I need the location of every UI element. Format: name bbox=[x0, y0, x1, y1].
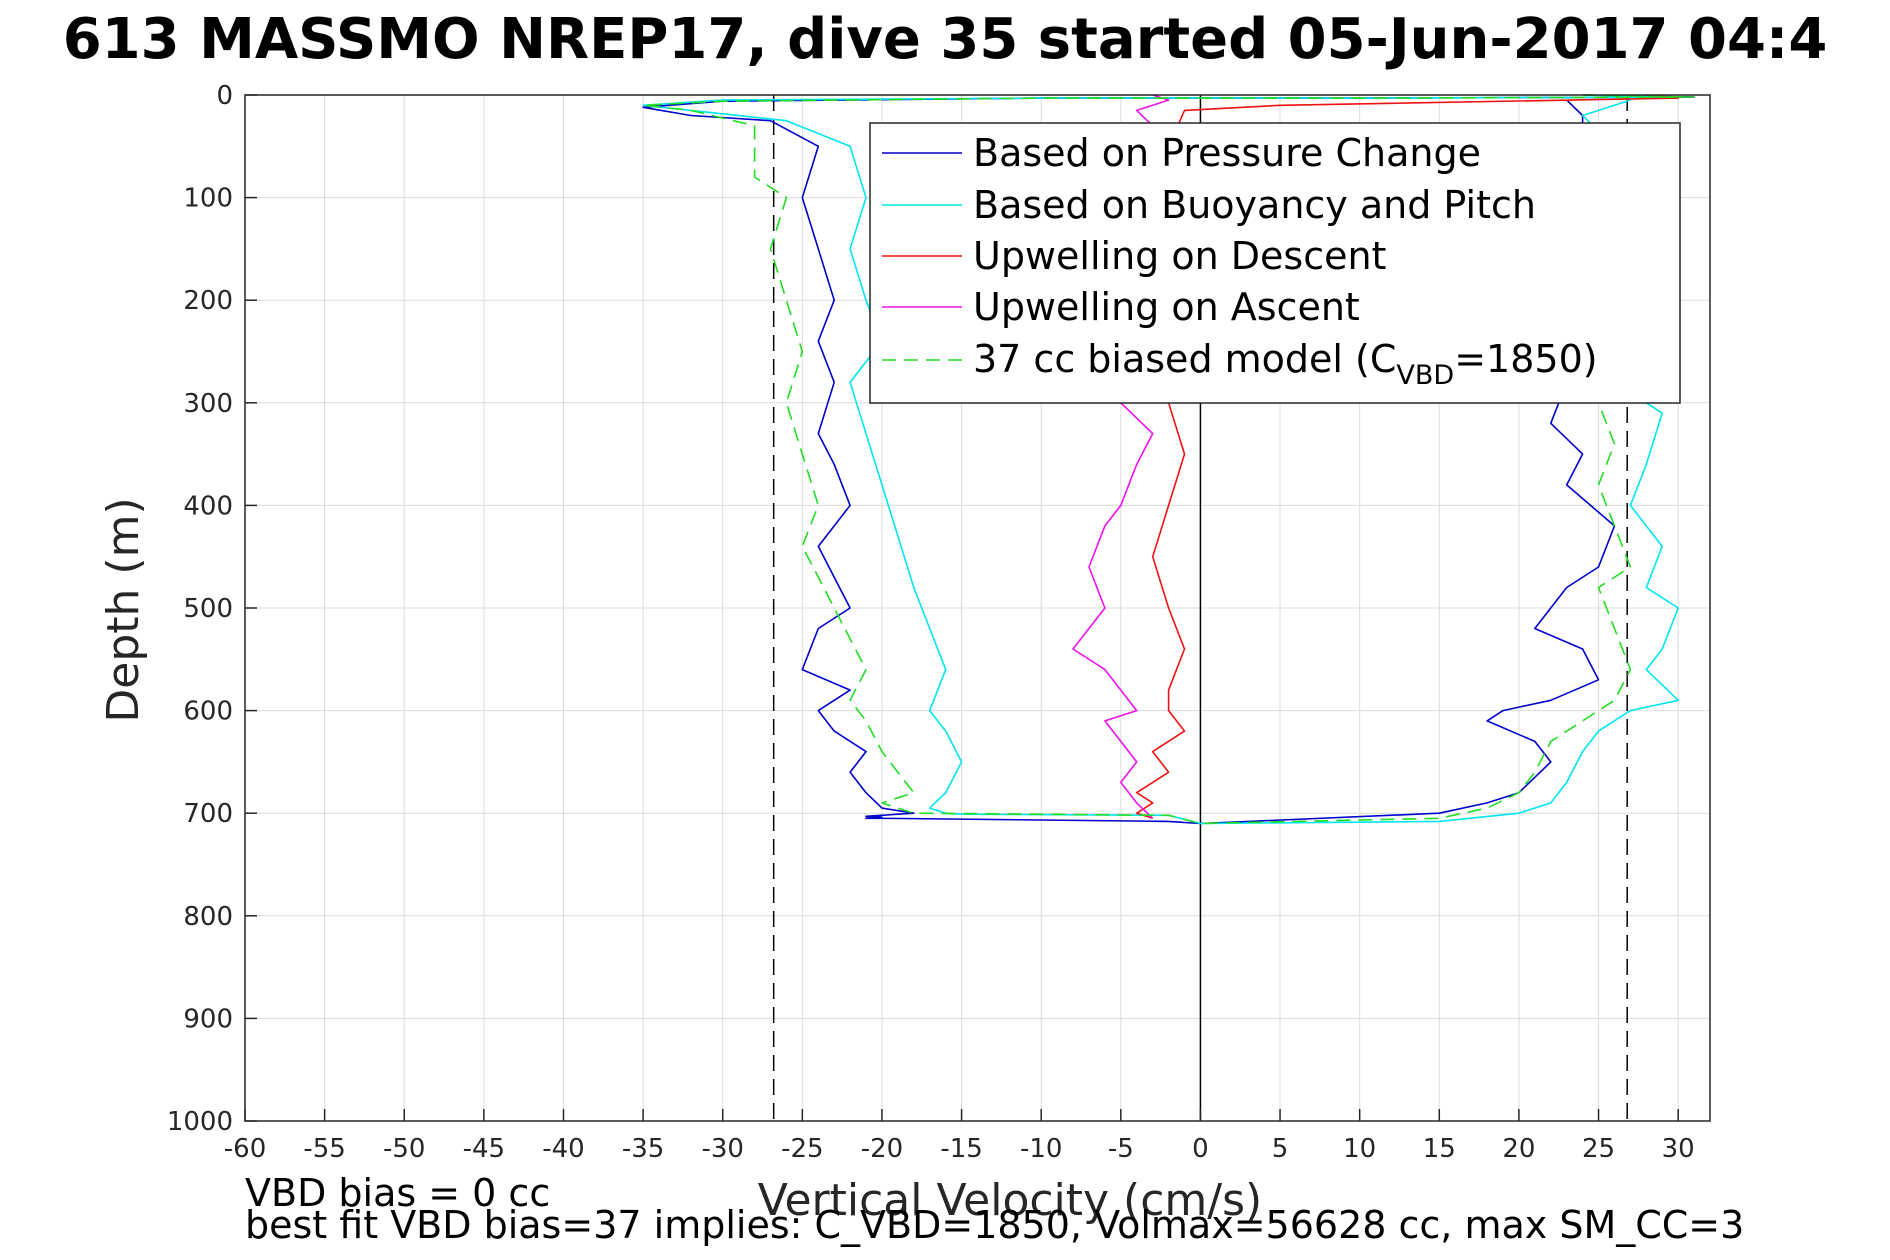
y-tick-label: 300 bbox=[183, 389, 233, 419]
legend-label: 37 cc biased model (CVBD=1850) bbox=[973, 337, 1598, 391]
series-line-0 bbox=[642, 94, 1695, 825]
chart-title: 613 MASSMO NREP17, dive 35 started 05-Ju… bbox=[63, 7, 1828, 72]
x-tick-label: -35 bbox=[622, 1134, 664, 1164]
y-tick-label: 200 bbox=[183, 286, 233, 316]
y-tick-label: 100 bbox=[183, 184, 233, 214]
series-line-4 bbox=[642, 94, 1695, 825]
legend-label: Based on Pressure Change bbox=[973, 131, 1481, 175]
legend-entry-buoyancy-pitch: Based on Buoyancy and Pitch bbox=[882, 183, 1536, 227]
x-tick-label: 30 bbox=[1662, 1134, 1695, 1164]
legend-entry-upwelling-descent: Upwelling on Descent bbox=[882, 234, 1386, 278]
y-tick-label: 900 bbox=[183, 1004, 233, 1034]
legend-label: Upwelling on Ascent bbox=[973, 285, 1360, 329]
x-tick-label: -45 bbox=[463, 1134, 505, 1164]
legend: Based on Pressure Change Based on Buoyan… bbox=[869, 122, 1681, 404]
footnote-vbd-bias: VBD bias = 0 cc bbox=[245, 1171, 550, 1215]
legend-entry-pressure-change: Based on Pressure Change bbox=[882, 131, 1481, 175]
y-tick-label: 400 bbox=[183, 491, 233, 521]
x-tick-label: -30 bbox=[701, 1134, 743, 1164]
legend-entry-upwelling-ascent: Upwelling on Ascent bbox=[882, 285, 1360, 329]
x-tick-label: 0 bbox=[1192, 1134, 1209, 1164]
y-axis-ticks: 0 100 200 300 400 500 600 700 800 900 1000 bbox=[167, 81, 257, 1137]
y-tick-label: 600 bbox=[183, 697, 233, 727]
x-tick-label: 20 bbox=[1502, 1134, 1535, 1164]
x-tick-label: -25 bbox=[781, 1134, 823, 1164]
x-tick-label: -20 bbox=[861, 1134, 903, 1164]
x-axis-label: Vertical Velocity (cm/s) bbox=[758, 1175, 1262, 1226]
y-tick-label: 700 bbox=[183, 799, 233, 829]
y-tick-label: 500 bbox=[183, 594, 233, 624]
x-tick-label: 5 bbox=[1272, 1134, 1289, 1164]
legend-box bbox=[869, 122, 1681, 404]
y-tick-label: 1000 bbox=[167, 1107, 233, 1137]
footnote-best-fit: best fit VBD bias=37 implies: C_VBD=1850… bbox=[245, 1203, 1744, 1247]
x-tick-label: 25 bbox=[1582, 1134, 1615, 1164]
x-tick-label: -5 bbox=[1108, 1134, 1134, 1164]
x-axis-ticks: -60 -55 -50 -45 -40 -35 -30 -25 -20 -15 -10 -5 0 5 10 1… bbox=[224, 1109, 1695, 1164]
legend-entry-biased-model: 37 cc biased model (CVBD=1850) bbox=[882, 337, 1598, 391]
x-tick-label: -10 bbox=[1020, 1134, 1062, 1164]
y-tick-label: 0 bbox=[216, 81, 233, 111]
x-tick-label: -50 bbox=[383, 1134, 425, 1164]
x-tick-label: -40 bbox=[542, 1134, 584, 1164]
x-tick-label: -55 bbox=[303, 1134, 345, 1164]
x-tick-label: -15 bbox=[940, 1134, 982, 1164]
x-tick-label: -60 bbox=[224, 1134, 266, 1164]
legend-label: Upwelling on Descent bbox=[973, 234, 1386, 278]
x-tick-label: 15 bbox=[1423, 1134, 1456, 1164]
x-tick-label: 10 bbox=[1343, 1134, 1376, 1164]
legend-label: Based on Buoyancy and Pitch bbox=[973, 183, 1536, 227]
legend-subscript: VBD bbox=[1396, 360, 1454, 391]
y-axis-label: Depth (m) bbox=[98, 497, 149, 722]
y-tick-label: 800 bbox=[183, 902, 233, 932]
